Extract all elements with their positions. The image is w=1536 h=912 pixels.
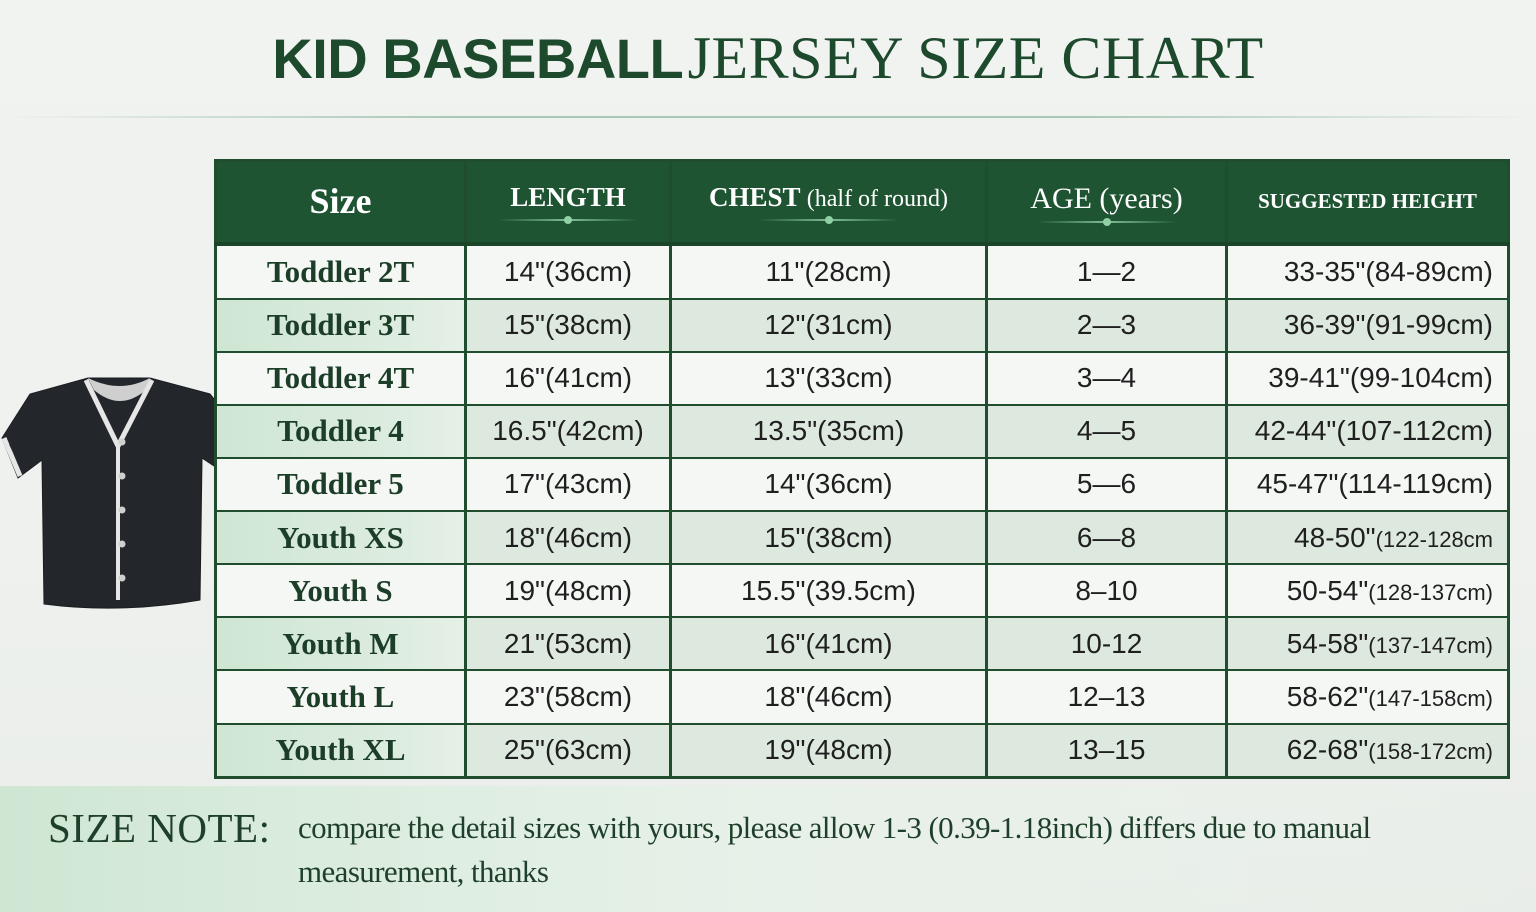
- size-note-band: [0, 786, 1536, 912]
- cell-length: 19"(48cm): [464, 563, 672, 619]
- cell-age: 3—4: [985, 350, 1228, 406]
- table-row: Toddler 2T 14"(36cm) 11"(28cm) 1—2 33-35"(84…: [214, 243, 1510, 300]
- cell-height-metric: (137-147cm): [1368, 632, 1493, 658]
- title-part-serif: JERSEY SIZE CHART: [687, 25, 1264, 91]
- cell-age: 8–10: [985, 563, 1228, 619]
- cell-length: 25"(63cm): [464, 722, 672, 779]
- cell-size: Youth XS: [214, 510, 467, 566]
- cell-height: 58-62"(147-158cm): [1225, 669, 1510, 725]
- cell-size: Youth S: [214, 563, 467, 619]
- cell-height-main: 39-41"(99-104cm): [1268, 362, 1493, 394]
- cell-height: 33-35"(84-89cm): [1225, 243, 1510, 300]
- cell-height: 42-44"(107-112cm): [1225, 403, 1510, 459]
- cell-chest: 13"(33cm): [669, 350, 988, 406]
- chart-title: KID BASEBALL JERSEY SIZE CHART: [0, 28, 1536, 88]
- cell-age: 1—2: [985, 243, 1228, 300]
- cell-height: 36-39"(91-99cm): [1225, 297, 1510, 353]
- cell-chest: 12"(31cm): [669, 297, 988, 353]
- cell-height: 39-41"(99-104cm): [1225, 350, 1510, 406]
- cell-chest: 11"(28cm): [669, 243, 988, 300]
- cell-height: 48-50"(122-128cm: [1225, 510, 1510, 566]
- cell-height-main: 33-35"(84-89cm): [1283, 255, 1493, 287]
- cell-age: 10-12: [985, 616, 1228, 672]
- cell-size: Toddler 3T: [214, 297, 467, 353]
- table-row: Toddler 5 17"(43cm) 14"(36cm) 5—6 45-47"(114…: [214, 456, 1510, 513]
- cell-height-main: 48-50": [1294, 521, 1376, 553]
- cell-chest: 15.5"(39.5cm): [669, 563, 988, 619]
- cell-age: 5—6: [985, 456, 1228, 513]
- size-note-text: compare the detail sizes with yours, ple…: [298, 810, 1371, 889]
- cell-length: 17"(43cm): [464, 456, 672, 513]
- cell-height-main: 54-58": [1286, 627, 1369, 659]
- table-row: Youth XS 18"(46cm) 15"(38cm) 6—8 48-50"(122-…: [214, 510, 1510, 566]
- cell-chest: 16"(41cm): [669, 616, 988, 672]
- header-age: AGE (years): [985, 159, 1228, 246]
- header-suggested-height: SUGGESTED HEIGHT: [1225, 159, 1510, 246]
- cell-chest: 18"(46cm): [669, 669, 988, 725]
- header-chest-sub: (half of round): [806, 186, 949, 213]
- header-row: Size LENGTH CHEST (half of round) AGE (y…: [214, 159, 1510, 246]
- cell-length: 18"(46cm): [464, 510, 672, 566]
- title-part-bold: KID BASEBALL: [272, 27, 684, 90]
- cell-size: Toddler 4: [214, 403, 467, 459]
- cell-length: 23"(58cm): [464, 669, 672, 725]
- header-size: Size: [214, 159, 467, 246]
- cell-size: Youth XL: [214, 722, 467, 779]
- cell-age: 4—5: [985, 403, 1228, 459]
- cell-height-metric: (158-172cm): [1368, 739, 1493, 765]
- table-row: Youth L 23"(58cm) 18"(46cm) 12–13 58-62"(147…: [214, 669, 1510, 725]
- cell-chest: 19"(48cm): [669, 722, 988, 779]
- cell-chest: 13.5"(35cm): [669, 403, 988, 459]
- cell-height-main: 58-62": [1286, 680, 1369, 712]
- cell-chest: 14"(36cm): [669, 456, 988, 513]
- header-length: LENGTH: [464, 159, 672, 246]
- table-row: Toddler 4 16.5"(42cm) 13.5"(35cm) 4—5 42-44"…: [214, 403, 1510, 459]
- baseball-jersey-image: [0, 368, 243, 616]
- cell-height-main: 36-39"(91-99cm): [1283, 309, 1493, 341]
- cell-height: 45-47"(114-119cm): [1225, 456, 1510, 513]
- cell-height: 54-58"(137-147cm): [1225, 616, 1510, 672]
- cell-height-metric: (147-158cm): [1368, 685, 1493, 711]
- cell-chest: 15"(38cm): [669, 510, 988, 566]
- cell-height-metric: (122-128cm: [1375, 526, 1493, 552]
- cell-height: 50-54"(128-137cm): [1225, 563, 1510, 619]
- cell-size: Toddler 2T: [214, 243, 467, 300]
- cell-age: 6—8: [985, 510, 1228, 566]
- jersey-icon: [1, 377, 243, 609]
- cell-length: 16.5"(42cm): [464, 403, 672, 459]
- cell-length: 16"(41cm): [464, 350, 672, 406]
- cell-length: 14"(36cm): [464, 243, 672, 300]
- header-chest: CHEST (half of round): [669, 159, 988, 246]
- cell-age: 13–15: [985, 722, 1228, 779]
- cell-size: Toddler 4T: [214, 350, 467, 406]
- cell-size: Youth L: [214, 669, 467, 725]
- cell-height: 62-68"(158-172cm): [1225, 722, 1510, 779]
- size-note-label: SIZE NOTE:: [48, 805, 271, 851]
- cell-height-main: 45-47"(114-119cm): [1256, 468, 1493, 500]
- table-row: Youth S 19"(48cm) 15.5"(39.5cm) 8–10 50-54"(…: [214, 563, 1510, 619]
- cell-size: Toddler 5: [214, 456, 467, 513]
- size-chart-table: Size LENGTH CHEST (half of round) AGE (y…: [214, 159, 1510, 779]
- title-divider: [0, 116, 1536, 118]
- cell-size: Youth M: [214, 616, 467, 672]
- table-row: Youth M 21"(53cm) 16"(41cm) 10-12 54-58"(137…: [214, 616, 1510, 672]
- cell-height-main: 50-54": [1286, 574, 1369, 606]
- table-row: Youth XL 25"(63cm) 19"(48cm) 13–15 62-68"(15…: [214, 722, 1510, 779]
- cell-height-main: 42-44"(107-112cm): [1254, 415, 1493, 447]
- cell-length: 15"(38cm): [464, 297, 672, 353]
- cell-age: 2—3: [985, 297, 1228, 353]
- header-chest-label: CHEST: [708, 182, 800, 213]
- cell-height-main: 62-68": [1286, 734, 1369, 766]
- table-row: Toddler 4T 16"(41cm) 13"(33cm) 3—4 39-41"(99…: [214, 350, 1510, 406]
- cell-age: 12–13: [985, 669, 1228, 725]
- cell-length: 21"(53cm): [464, 616, 672, 672]
- table-row: Toddler 3T 15"(38cm) 12"(31cm) 2—3 36-39"(91…: [214, 297, 1510, 353]
- cell-height-metric: (128-137cm): [1368, 579, 1493, 605]
